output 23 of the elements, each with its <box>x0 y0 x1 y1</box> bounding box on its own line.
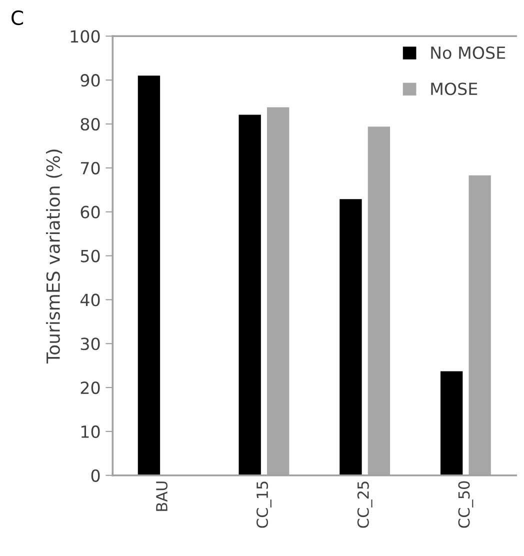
y-tick-label: 70 <box>81 162 100 174</box>
x-tick-label: CC_25 <box>357 482 372 528</box>
legend-label: MOSE <box>431 82 478 96</box>
y-tick-label: 10 <box>81 425 100 438</box>
y-tick-label: 50 <box>80 250 100 262</box>
x-tick-label: CC_50 <box>458 481 474 528</box>
bar <box>138 76 160 476</box>
legend-label: No MOSE <box>431 46 506 60</box>
bar <box>238 114 261 476</box>
y-tick-label: 100 <box>70 30 100 43</box>
y-tick-label: 30 <box>80 338 100 350</box>
y-tick-label: 20 <box>80 381 100 394</box>
y-tick-label: 40 <box>80 294 100 306</box>
text: C <box>12 10 24 26</box>
bar <box>440 371 463 476</box>
bar <box>340 199 362 476</box>
x-tick-label: BAU <box>156 482 168 511</box>
y-tick-label: 0 <box>91 469 100 482</box>
y-tick-label: 90 <box>80 74 100 87</box>
y-tick-label: 80 <box>80 118 100 131</box>
y-axis-title: TourismES variation (%) <box>46 150 62 364</box>
y-tick-label: 60 <box>80 206 100 218</box>
x-tick-label: CC_15 <box>256 482 272 528</box>
